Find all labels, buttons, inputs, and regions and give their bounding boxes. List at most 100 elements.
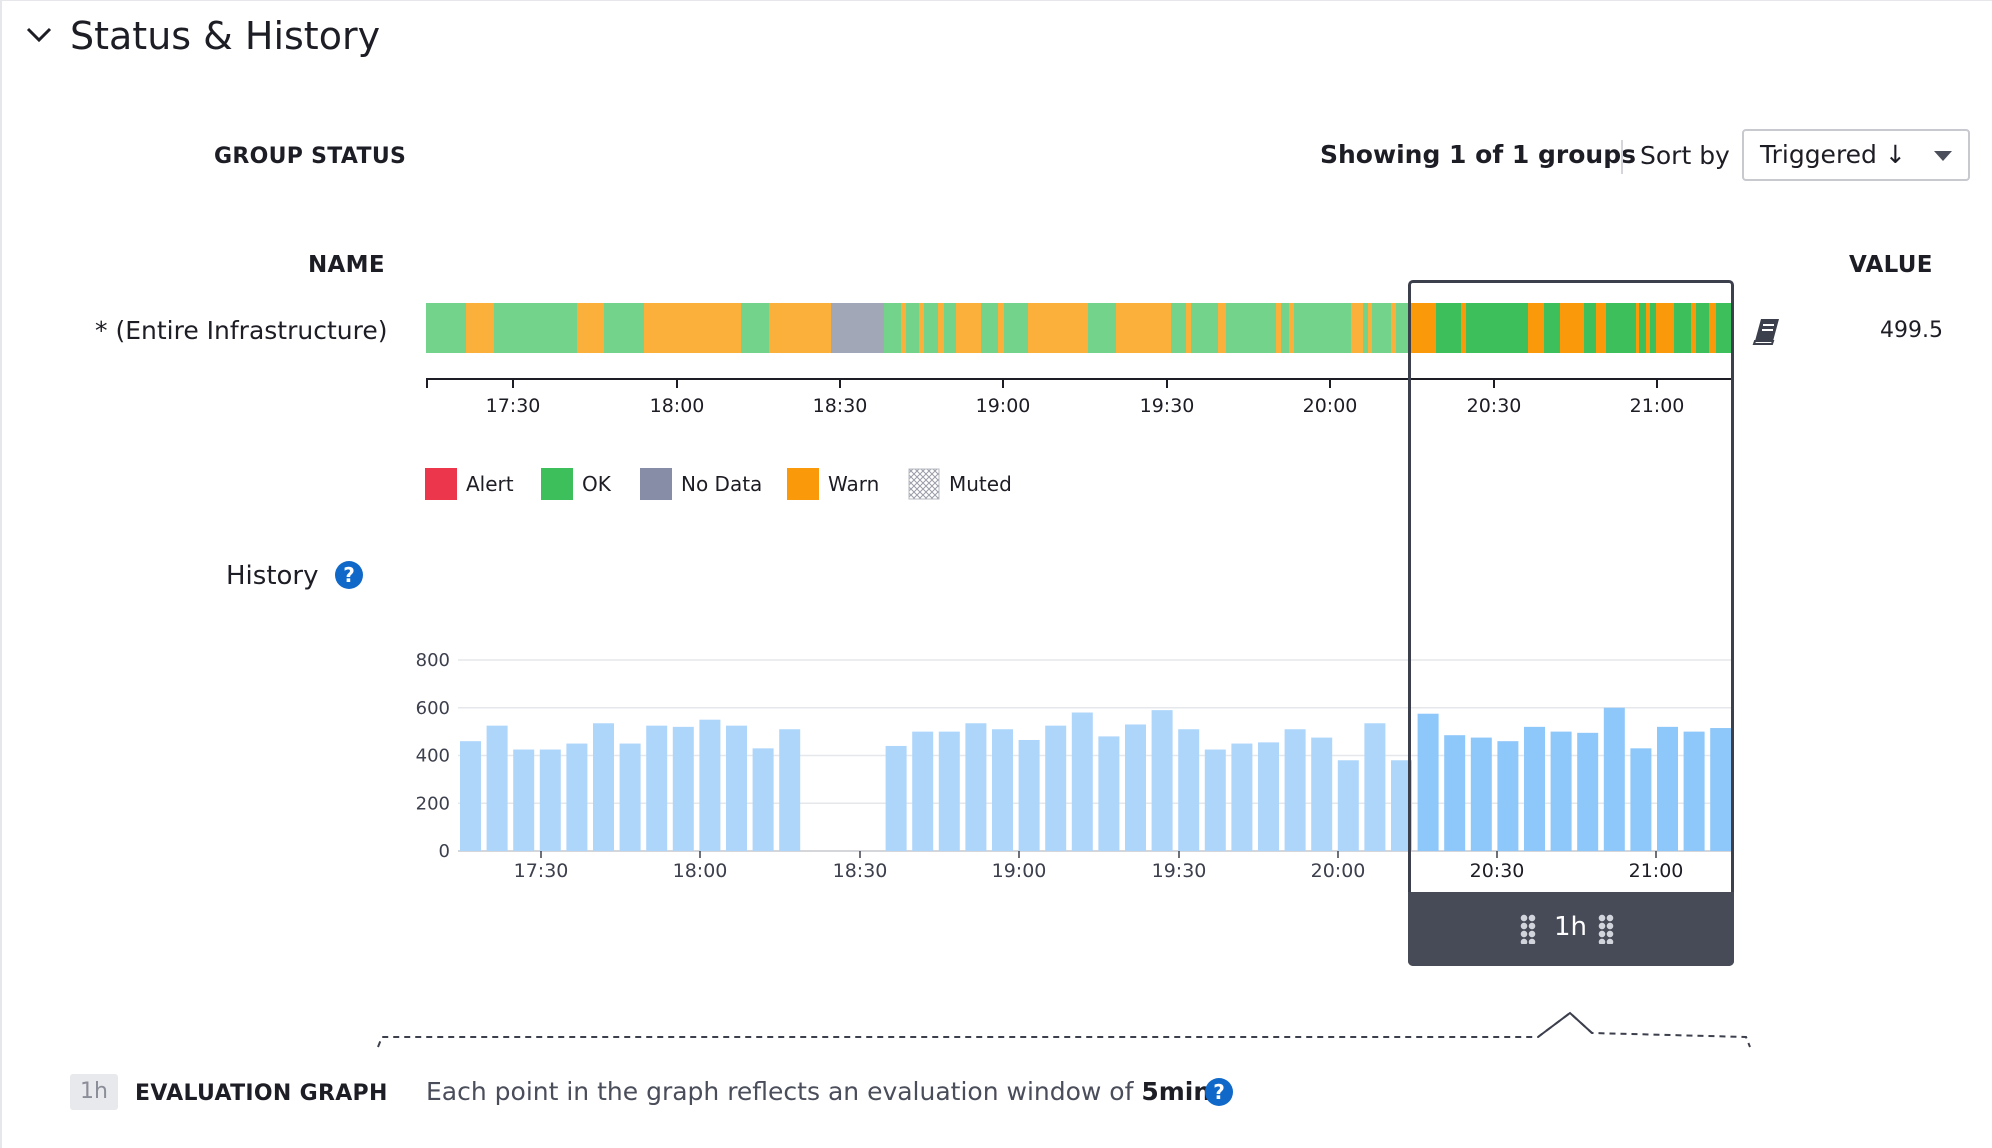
drag-handle-right-icon [1598, 914, 1614, 944]
history-bar [672, 726, 694, 851]
section-title: Status & History [70, 14, 381, 58]
sort-value: Triggered ↓ [1760, 140, 1906, 169]
history-help-icon[interactable]: ? [335, 561, 363, 589]
history-bar [1657, 726, 1678, 851]
history-bar [1337, 760, 1359, 851]
status-segment-warn [1709, 303, 1716, 353]
history-x-label: 19:00 [992, 860, 1047, 882]
history-bar [513, 749, 535, 851]
status-segment-ok [1088, 303, 1116, 353]
chevron-down-icon [26, 27, 52, 43]
history-bar [938, 731, 960, 851]
evaluation-description: Each point in the graph reflects an eval… [426, 1077, 1211, 1106]
history-bar [1497, 741, 1519, 851]
status-segment-ok [1674, 303, 1691, 353]
selection-window[interactable] [1408, 280, 1734, 966]
status-segment-warn [1560, 303, 1584, 353]
status-segment-ok [1171, 303, 1186, 353]
legend-label: OK [582, 472, 611, 496]
history-bar [1071, 712, 1093, 851]
history-y-label: 0 [439, 841, 450, 862]
status-segment-warn [1351, 303, 1363, 353]
status-segment-ok [924, 303, 938, 353]
status-segment-warn [1596, 303, 1606, 353]
group-status-heading: GROUP STATUS [214, 144, 407, 169]
status-segment-ok [1606, 303, 1636, 353]
history-label: History [226, 561, 319, 591]
history-x-label: 18:00 [673, 860, 728, 882]
status-segment-ok [1363, 303, 1368, 353]
history-bar [1204, 749, 1226, 851]
history-bar [1524, 726, 1545, 851]
status-axis-label: 20:30 [1467, 395, 1522, 417]
status-segment-warn [1218, 303, 1226, 353]
history-bar [1045, 725, 1067, 851]
history-bar [699, 719, 721, 851]
history-x-label: 20:30 [1470, 860, 1525, 882]
status-segment-warn [901, 303, 906, 353]
history-y-label: 400 [416, 746, 450, 767]
status-segment-ok [906, 303, 919, 353]
history-bar [619, 743, 641, 851]
status-axis-label: 20:00 [1303, 395, 1358, 417]
legend-label: Muted [949, 472, 1012, 496]
value-column-header: VALUE [1849, 252, 1933, 278]
legend-nodata[interactable]: No Data [640, 468, 770, 500]
status-axis-label: 19:30 [1140, 395, 1195, 417]
notebook-icon [1752, 319, 1779, 345]
status-segment-warn [1186, 303, 1191, 353]
collapse-toggle[interactable] [24, 20, 54, 50]
status-axis-label: 18:00 [650, 395, 705, 417]
status-segment-ok [1004, 303, 1028, 353]
legend-muted[interactable]: Muted [908, 468, 1028, 500]
status-segment-nodata [831, 303, 884, 353]
history-bar [1098, 736, 1120, 851]
status-segment-ok [1396, 303, 1411, 353]
status-segment-ok [884, 303, 901, 353]
status-segment-warn [1391, 303, 1396, 353]
legend-ok[interactable]: OK [541, 468, 621, 500]
history-bar [1550, 731, 1572, 851]
status-segment-warn [1528, 303, 1544, 353]
history-bar [460, 741, 481, 851]
history-bar [1125, 724, 1146, 851]
sort-select[interactable]: Triggered ↓ [1742, 129, 1970, 181]
history-x-label: 17:30 [514, 860, 569, 882]
history-bar [912, 731, 934, 851]
alert-swatch [425, 468, 457, 500]
sort-label: Sort by [1640, 141, 1730, 170]
nodata-swatch [640, 468, 672, 500]
status-segment-warn [1461, 303, 1466, 353]
muted-swatch [908, 468, 940, 500]
status-segment-ok [741, 303, 769, 353]
history-bar [1258, 742, 1279, 851]
history-bar [566, 743, 588, 851]
history-bar [1417, 713, 1439, 851]
status-segment-warn [1116, 303, 1171, 353]
status-segment-warn [1636, 303, 1639, 353]
status-segment-ok [1281, 303, 1289, 353]
selection-handle[interactable]: 1h [1408, 892, 1734, 966]
notebook-button[interactable] [1752, 316, 1782, 346]
status-segment-ok [1294, 303, 1351, 353]
status-segment-ok [1584, 303, 1596, 353]
history-bar [752, 748, 774, 851]
top-rule [0, 0, 1992, 1]
history-bar [1231, 743, 1253, 851]
legend-alert[interactable]: Alert [425, 468, 535, 500]
status-segment-ok [604, 303, 644, 353]
legend-warn[interactable]: Warn [787, 468, 887, 500]
group-name[interactable]: * (Entire Infrastructure) [95, 316, 388, 345]
history-x-label: 18:30 [833, 860, 888, 882]
selection-duration: 1h [1554, 912, 1588, 942]
evaluation-window: 5min [1141, 1077, 1212, 1106]
status-segment-warn [1411, 303, 1436, 353]
caret-down-icon [1934, 151, 1952, 161]
status-segment-warn [998, 303, 1004, 353]
history-bar [1311, 737, 1333, 851]
history-y-label: 600 [416, 698, 450, 719]
evaluation-help-icon[interactable]: ? [1205, 1078, 1233, 1106]
left-rule [0, 0, 2, 1148]
history-bar [1178, 729, 1200, 851]
history-bar [779, 729, 801, 851]
